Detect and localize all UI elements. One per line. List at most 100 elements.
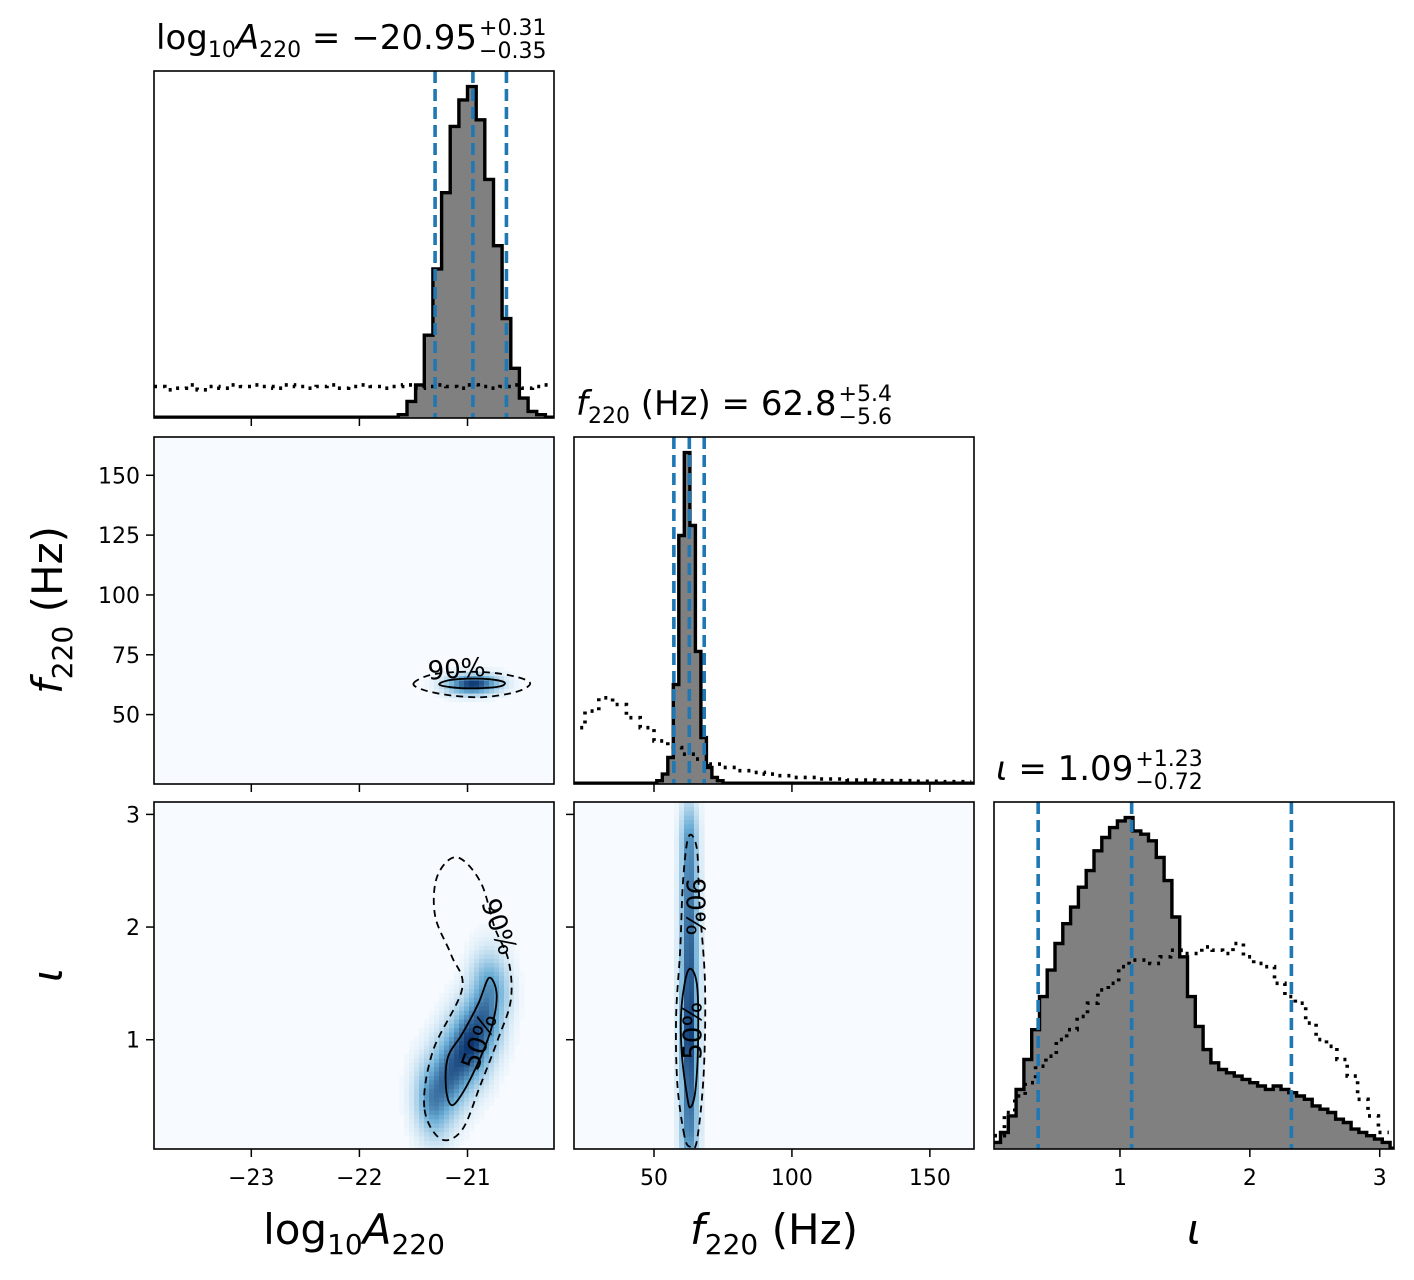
density-cell [504, 1031, 510, 1037]
density-cell [684, 1083, 690, 1089]
density-cell [689, 1079, 695, 1085]
density-cell [449, 1062, 455, 1068]
density-cell [514, 1014, 520, 1020]
density-cell [484, 1018, 490, 1024]
density-cell [674, 810, 680, 816]
density-cell [419, 1101, 425, 1107]
density-cell [429, 1079, 435, 1085]
density-cell [429, 1027, 435, 1033]
density-cell [689, 1001, 695, 1007]
density-cell [489, 940, 495, 946]
density-cell [444, 1096, 450, 1102]
density-cell [679, 854, 685, 859]
density-cell [409, 1140, 415, 1146]
density-cell [449, 1101, 455, 1107]
density-cell [454, 1044, 460, 1050]
density-cell [674, 1092, 680, 1098]
density-cell [449, 1135, 455, 1141]
density-cell [484, 975, 490, 981]
density-cell [494, 675, 500, 681]
density-cell [484, 1023, 490, 1029]
density-cell [474, 984, 480, 990]
density-cell [694, 1083, 700, 1089]
density-cell [484, 949, 490, 955]
density-cell [484, 1088, 490, 1094]
density-cell [504, 1040, 510, 1046]
density-cell [684, 979, 690, 985]
density-cell [674, 862, 680, 868]
density-cell [684, 1057, 690, 1063]
density-cell [414, 1092, 420, 1098]
density-cell [694, 867, 700, 872]
density-cell [499, 675, 505, 681]
title-iota: ι = 1.09 +1.23−0.72 [996, 747, 1203, 795]
density-cell [694, 832, 700, 838]
density-cell [484, 1005, 490, 1011]
density-cell [449, 1018, 455, 1024]
iota-ytick-label-1: 2 [126, 916, 140, 941]
iota-hist-xtick-label-2: 3 [1373, 1166, 1387, 1191]
density-cell [514, 679, 520, 685]
density-cell [699, 1066, 705, 1072]
density-cell [459, 1101, 465, 1107]
density-cell [689, 975, 695, 981]
density-cell [419, 1092, 425, 1098]
density-cell [399, 1092, 405, 1098]
density-cell [479, 1105, 485, 1111]
density-cell [509, 962, 515, 968]
density-cell [699, 919, 705, 925]
density-cell [679, 1070, 685, 1076]
density-cell [444, 1075, 450, 1081]
density-cell [499, 945, 505, 951]
density-cell [464, 1057, 470, 1063]
density-cell [694, 1001, 700, 1007]
density-cell [689, 1092, 695, 1098]
density-cell [414, 1075, 420, 1081]
density-cell [699, 841, 705, 846]
density-cell [494, 666, 500, 672]
density-cell [694, 953, 700, 959]
density-cell [449, 1005, 455, 1011]
density-cell [434, 1023, 440, 1029]
density-cell [504, 684, 510, 690]
density-cell [484, 1053, 490, 1059]
density-cell [424, 1070, 430, 1076]
density-cell [484, 988, 490, 994]
density-cell [444, 1005, 450, 1011]
density-cell [409, 1057, 415, 1063]
density-cell [699, 1053, 705, 1059]
density-cell [439, 1083, 445, 1089]
density-cell [689, 962, 695, 968]
density-cell [689, 823, 695, 829]
density-cell [459, 958, 465, 964]
density-cell [439, 1144, 445, 1149]
iota-hist-xtick-label-0: 1 [1113, 1166, 1127, 1191]
density-cell [489, 1018, 495, 1024]
density-cell [514, 1027, 520, 1033]
density-cell [439, 1010, 445, 1016]
density-cell [454, 1018, 460, 1024]
density-cell [454, 684, 460, 690]
density-cell [439, 1079, 445, 1085]
density-cell [674, 919, 680, 925]
density-cell [449, 1088, 455, 1094]
density-cell [519, 1001, 525, 1007]
density-cell [464, 1014, 470, 1020]
density-cell [674, 936, 680, 942]
density-cell [509, 1001, 515, 1007]
density-cell [449, 1079, 455, 1085]
density-cell [699, 854, 705, 859]
density-cell [409, 1109, 415, 1115]
density-cell [694, 910, 700, 916]
density-cell [484, 671, 490, 677]
density-cell [444, 1001, 450, 1007]
density-cell [504, 1062, 510, 1068]
density-cell [519, 1010, 525, 1016]
density-cell [674, 1144, 680, 1149]
density-cell [489, 1031, 495, 1037]
density-cell [424, 1127, 430, 1133]
density-cell [694, 1131, 700, 1137]
density-cell [454, 1005, 460, 1011]
density-cell [469, 1079, 475, 1085]
density-cell [439, 1109, 445, 1115]
